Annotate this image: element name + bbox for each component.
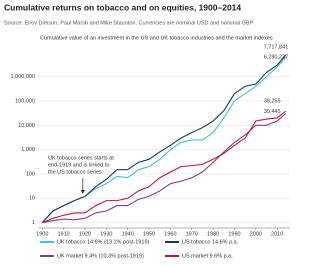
x-tick-label: 1920: [79, 231, 91, 237]
x-tick-label: 2000: [250, 231, 262, 237]
x-tick-label: 1910: [58, 231, 70, 237]
x-tick-label: 1990: [228, 231, 240, 237]
chart: Cumulative returns on tobacco and on equ…: [4, 2, 290, 259]
subtitle: Cumulative value of an investment in the…: [40, 35, 273, 41]
x-tick-label: 1950: [143, 231, 155, 237]
end-label: 6,280,237: [264, 55, 288, 61]
legend-label: UK tobacco 14.6% (13.1% post-1919): [57, 239, 150, 245]
x-tick-label: 1900: [36, 231, 48, 237]
series-line: [42, 110, 287, 224]
y-tick-label: 100: [26, 171, 35, 177]
series-line: [42, 113, 287, 224]
series-line: [41, 56, 287, 223]
annotation-arrowhead: [80, 190, 85, 194]
annotation: end-1919 and is linked to: [48, 162, 109, 168]
x-tick-label: 2010: [271, 231, 283, 237]
source: Source: Elroy Dimson, Paul Marsh and Mik…: [4, 20, 253, 26]
x-tick-label: 1940: [122, 231, 134, 237]
legend-label: UK market 9.4% (10.3% post-1919): [57, 253, 144, 259]
end-label: 7,717,841: [264, 45, 288, 51]
x-tick-label: 1930: [100, 231, 112, 237]
x-tick-label: 1960: [164, 231, 176, 237]
y-tick-label: 1,000: [21, 147, 35, 153]
annotation: UK tobacco series starts at: [48, 155, 114, 161]
y-tick-label: 10: [29, 196, 35, 202]
legend-label: US market 9.6% p.a.: [182, 253, 233, 259]
x-tick-label: 1970: [186, 231, 198, 237]
y-tick-label: 1,000,000: [11, 74, 35, 80]
annotation: the US tobacco series: [48, 169, 102, 175]
y-tick-label: 100,000: [15, 98, 35, 104]
end-label: 30,445: [264, 109, 281, 115]
legend-label: US tobacco 14.6% p.a.: [182, 239, 239, 245]
end-label: 38,255: [264, 99, 281, 105]
x-tick-label: 1980: [207, 231, 219, 237]
series-line: [41, 54, 287, 223]
y-tick-label: 1: [32, 220, 35, 226]
chart-title: Cumulative returns on tobacco and on equ…: [4, 2, 241, 12]
y-tick-label: 10,000: [18, 123, 35, 129]
